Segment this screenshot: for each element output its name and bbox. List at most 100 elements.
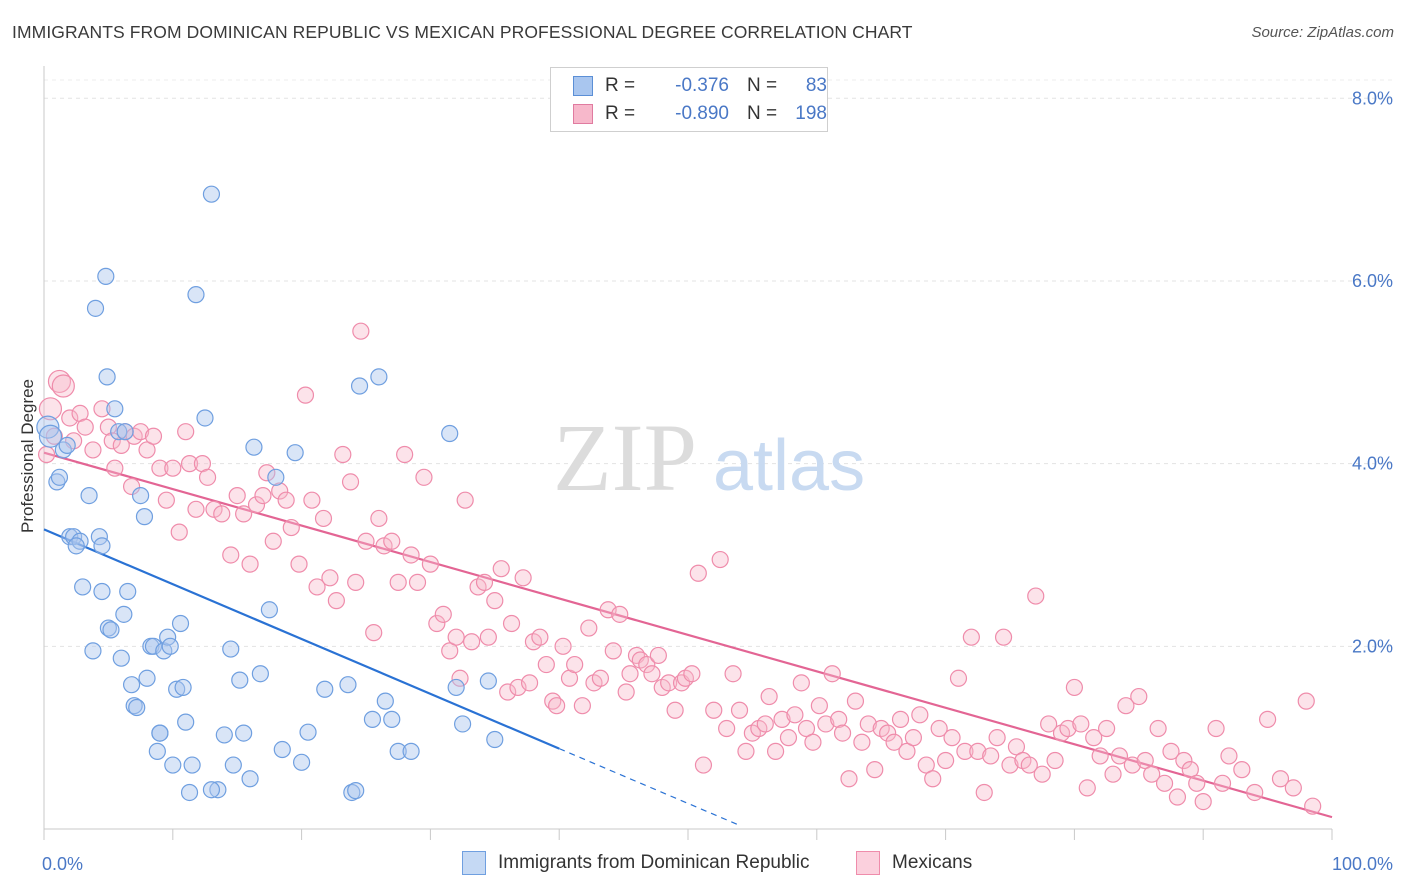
point-mexican: [1020, 756, 1038, 774]
bottom-legend-item-blue: Immigrants from Dominican Republic: [462, 851, 810, 875]
point-mexican: [463, 633, 481, 651]
point-dominican: [224, 756, 242, 774]
point-mexican: [314, 509, 333, 528]
point-mexican: [810, 697, 828, 715]
point-mexican: [37, 445, 56, 464]
point-mexican: [756, 715, 774, 733]
point-dominican: [293, 753, 311, 771]
point-mexican: [773, 710, 791, 728]
point-dominican: [122, 676, 141, 694]
point-dominican: [93, 537, 111, 555]
point-dominican: [447, 678, 465, 697]
point-dominican: [363, 710, 382, 728]
bottom-legend: Immigrants from Dominican Republic Mexic…: [0, 851, 1406, 877]
point-mexican: [711, 550, 729, 569]
point-mexican: [879, 724, 897, 742]
point-mexican: [1040, 715, 1058, 733]
point-dominican: [102, 621, 120, 639]
point-mexican: [258, 464, 276, 482]
point-dominican: [209, 781, 227, 799]
point-mexican: [949, 669, 968, 687]
point-mexican: [492, 560, 510, 578]
point-mexican: [222, 546, 240, 564]
point-dominican: [202, 185, 221, 203]
point-mexican: [859, 715, 877, 733]
point-dominican: [187, 286, 205, 304]
point-dominican: [273, 740, 291, 759]
point-dominican: [98, 368, 116, 386]
point-mexican: [434, 605, 452, 623]
point-mexican: [760, 687, 778, 706]
point-mexican: [93, 400, 111, 418]
point-mexican: [797, 719, 816, 738]
point-dominican: [479, 672, 497, 690]
point-dominican: [231, 671, 249, 689]
legend-n-value: 83: [805, 75, 827, 96]
point-mexican: [1304, 797, 1322, 815]
x-tick-label: 0.0%: [42, 854, 83, 874]
point-dominican: [115, 605, 133, 623]
point-mexican: [451, 669, 469, 687]
point-mexican: [766, 742, 785, 760]
point-mexican: [290, 555, 308, 573]
point-dominican: [168, 680, 186, 698]
point-dominican: [260, 601, 278, 619]
data-points: [36, 185, 1322, 815]
point-mexican: [718, 719, 736, 738]
point-mexican: [804, 733, 822, 751]
point-mexican: [103, 432, 121, 450]
point-mexican: [456, 491, 474, 509]
point-mexican: [591, 669, 610, 687]
point-mexican: [1194, 792, 1212, 811]
point-mexican: [198, 468, 217, 486]
bottom-legend-item-pink: Mexicans: [856, 851, 972, 875]
point-mexican: [520, 674, 539, 692]
point-mexican: [537, 655, 555, 674]
point-mexican: [580, 619, 598, 637]
point-mexican: [1091, 747, 1109, 765]
point-mexican: [1085, 729, 1103, 747]
point-mexican: [303, 491, 321, 509]
point-mexican: [51, 374, 75, 398]
point-mexican: [334, 445, 352, 464]
point-mexican: [502, 614, 521, 633]
point-mexican: [180, 455, 199, 473]
point-mexican: [99, 418, 118, 436]
point-dominican: [383, 710, 401, 728]
point-mexican: [969, 742, 987, 760]
point-mexican: [138, 441, 156, 459]
point-mexican: [187, 500, 205, 518]
point-mexican: [321, 569, 339, 587]
legend-n-label: N =: [747, 75, 778, 96]
point-dominican: [245, 438, 263, 456]
point-dominican: [370, 368, 388, 386]
point-mexican: [1155, 774, 1174, 792]
point-mexican: [830, 710, 848, 728]
point-mexican: [548, 697, 566, 715]
point-mexican: [1162, 742, 1180, 760]
point-mexican: [792, 674, 810, 692]
point-mexican: [1149, 719, 1167, 738]
point-mexican: [554, 637, 572, 655]
point-mexican: [415, 468, 433, 486]
point-mexican: [994, 628, 1013, 646]
y-tick-label: 4.0%: [1352, 454, 1393, 474]
bottom-legend-swatch-blue: [462, 851, 486, 875]
point-mexican: [1136, 751, 1154, 770]
point-mexican: [737, 742, 755, 760]
point-mexican: [891, 710, 910, 728]
point-mexican: [1246, 783, 1264, 802]
y-tick-label: 2.0%: [1352, 636, 1393, 656]
legend-r-value: -0.890: [675, 103, 729, 124]
point-dominican: [286, 444, 304, 462]
point-dominican: [74, 578, 92, 596]
point-mexican: [1143, 765, 1161, 783]
point-dominican: [50, 468, 69, 486]
point-mexican: [1284, 779, 1302, 797]
point-mexican: [341, 473, 360, 491]
point-dominican: [389, 742, 407, 760]
point-dominican: [38, 424, 63, 448]
point-mexican: [475, 573, 494, 591]
point-mexican: [296, 386, 315, 404]
point-mexican: [531, 628, 549, 646]
